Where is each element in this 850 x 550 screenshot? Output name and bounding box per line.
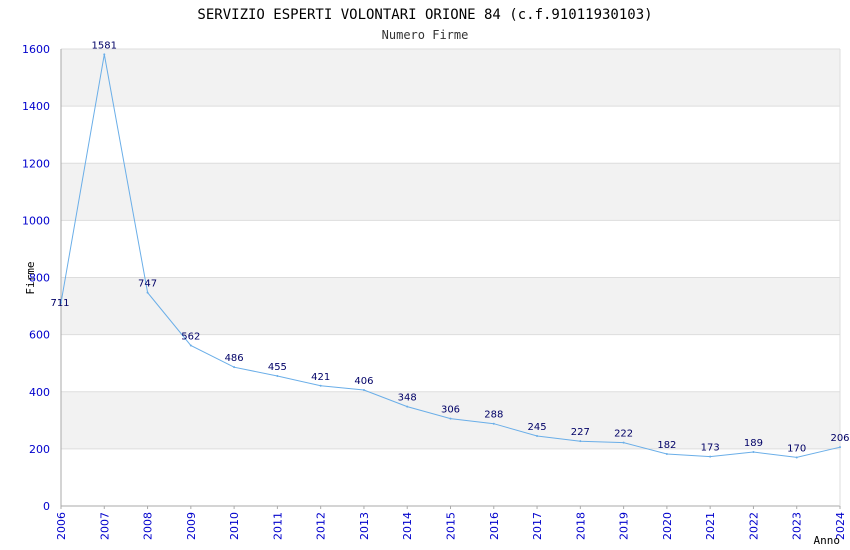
data-point xyxy=(103,53,106,56)
data-point xyxy=(276,375,279,378)
data-point xyxy=(319,384,322,387)
x-tick-label: 2007 xyxy=(98,512,111,540)
gridlines xyxy=(61,48,840,507)
data-label: 1581 xyxy=(92,40,117,51)
data-label: 348 xyxy=(398,393,417,404)
x-tick-label: 2022 xyxy=(747,512,760,540)
y-tick-label: 800 xyxy=(29,272,50,285)
background-band xyxy=(61,163,840,221)
data-point xyxy=(709,455,712,458)
data-point xyxy=(795,456,798,459)
x-tick-label: 2024 xyxy=(834,512,847,540)
y-tick-label: 200 xyxy=(29,443,50,456)
y-tick-label: 0 xyxy=(43,500,50,513)
y-tick-labels: 0 200 400 600 800 1000 1200 1400 1600 xyxy=(22,43,50,513)
y-tick-label: 1000 xyxy=(22,214,50,227)
data-label: 173 xyxy=(701,443,720,454)
data-point xyxy=(146,291,149,294)
x-tick-label: 2014 xyxy=(401,512,414,540)
x-tick-label: 2010 xyxy=(228,512,241,540)
y-tick-label: 1600 xyxy=(22,43,50,56)
data-point xyxy=(406,405,409,408)
x-tick-labels: 2006 2007 2008 2009 2010 2011 2012 2013 2014 2015… xyxy=(55,506,847,540)
x-tick-label: 2023 xyxy=(791,512,804,540)
x-tick-label: 2008 xyxy=(142,512,155,540)
x-tick-label: 2013 xyxy=(358,512,371,540)
data-label: 421 xyxy=(311,372,330,383)
y-axis-label: Firme xyxy=(24,261,37,294)
y-tick-label: 600 xyxy=(29,329,50,342)
data-point xyxy=(665,453,668,456)
x-axis-label: Anno xyxy=(814,534,841,547)
background-band xyxy=(61,277,840,335)
chart-title: SERVIZIO ESPERTI VOLONTARI ORIONE 84 (c.… xyxy=(197,7,652,23)
background-band xyxy=(61,49,840,107)
data-label: 406 xyxy=(354,376,373,387)
y-tick-label: 400 xyxy=(29,386,50,399)
chart-subtitle: Numero Firme xyxy=(382,28,469,42)
data-point xyxy=(579,440,582,443)
data-label: 170 xyxy=(787,443,806,454)
data-point xyxy=(536,435,539,438)
data-point xyxy=(233,366,236,369)
y-tick-label: 1400 xyxy=(22,100,50,113)
x-tick-label: 2009 xyxy=(185,512,198,540)
series-layer xyxy=(60,53,841,459)
data-label: 306 xyxy=(441,405,460,416)
data-labels: 711 1581 747 562 486 455 421 406 348 306 288 245 227… xyxy=(50,40,849,454)
data-point xyxy=(622,441,625,444)
x-tick-label: 2018 xyxy=(574,512,587,540)
data-label: 245 xyxy=(528,422,547,433)
data-label: 747 xyxy=(138,279,157,290)
data-label: 227 xyxy=(571,427,590,438)
data-point xyxy=(752,451,755,454)
data-label: 486 xyxy=(225,353,244,364)
data-point xyxy=(60,301,62,304)
background-band xyxy=(61,391,840,449)
x-tick-label: 2016 xyxy=(488,512,501,540)
x-tick-label: 2017 xyxy=(531,512,544,540)
data-point xyxy=(362,389,365,392)
background-bands xyxy=(61,49,840,449)
data-point xyxy=(492,422,495,425)
x-tick-label: 2011 xyxy=(271,512,284,540)
data-label: 288 xyxy=(484,410,503,421)
x-tick-label: 2012 xyxy=(315,512,328,540)
data-label: 562 xyxy=(181,331,200,342)
x-tick-label: 2006 xyxy=(55,512,68,540)
data-label: 206 xyxy=(830,433,849,444)
data-label: 189 xyxy=(744,438,763,449)
data-point xyxy=(839,446,841,449)
data-label: 711 xyxy=(50,298,69,309)
data-point xyxy=(189,344,192,347)
y-tick-label: 1200 xyxy=(22,157,50,170)
data-label: 182 xyxy=(657,440,676,451)
data-label: 222 xyxy=(614,429,633,440)
x-tick-label: 2019 xyxy=(618,512,631,540)
x-tick-label: 2020 xyxy=(661,512,674,540)
data-label: 455 xyxy=(268,362,287,373)
x-tick-label: 2015 xyxy=(445,512,458,540)
data-point xyxy=(449,417,452,420)
x-tick-label: 2021 xyxy=(704,512,717,540)
